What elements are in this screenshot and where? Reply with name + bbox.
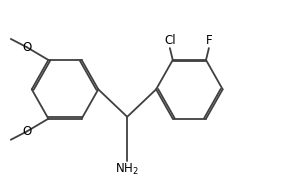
Text: NH$_2$: NH$_2$ [115,162,139,177]
Text: O: O [22,41,31,54]
Text: O: O [22,125,31,138]
Text: Cl: Cl [164,34,176,47]
Text: F: F [206,34,212,47]
